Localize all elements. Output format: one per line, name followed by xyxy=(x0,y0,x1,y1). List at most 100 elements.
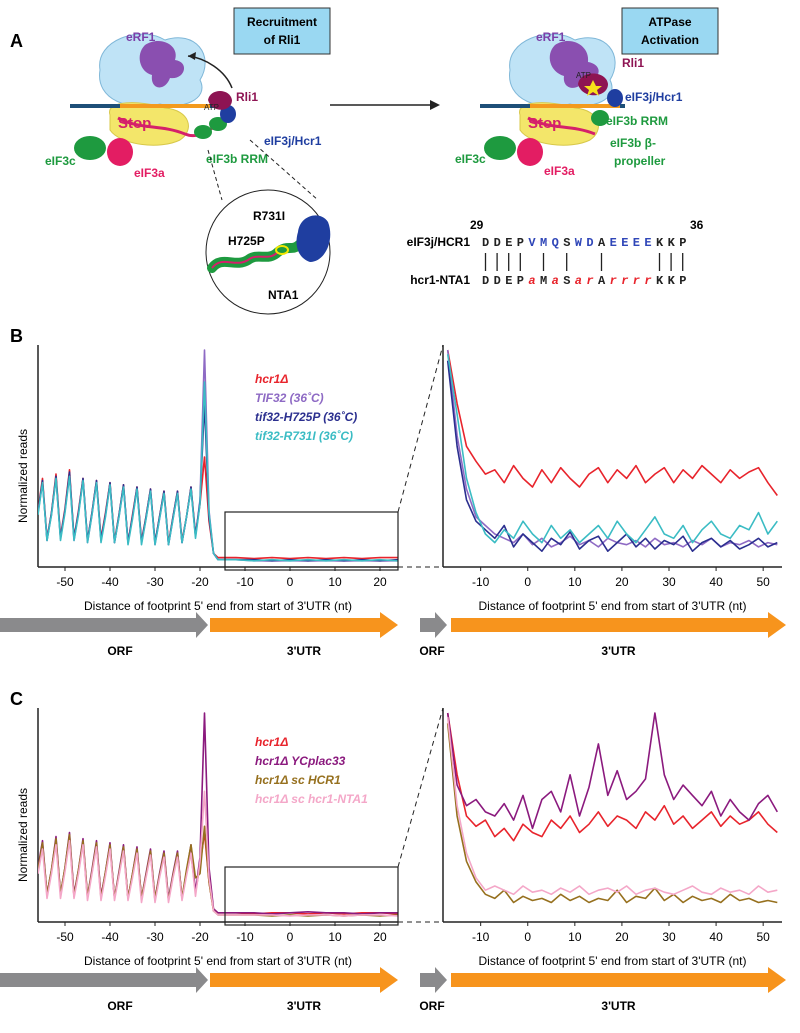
step-box xyxy=(233,7,331,55)
panel-label: B xyxy=(10,326,23,346)
legend-entry: TIF32 (36˚C) xyxy=(255,391,324,405)
series-line xyxy=(446,717,778,896)
x-axis-title: Distance of footprint 5' end from start … xyxy=(84,599,352,613)
label: ATP xyxy=(576,71,591,80)
series-line xyxy=(446,354,778,544)
utr-arrow xyxy=(451,967,786,993)
plot-area xyxy=(446,349,778,552)
arrow-label: 3'UTR xyxy=(287,999,322,1013)
orf-arrow xyxy=(0,612,208,638)
zoom-box xyxy=(224,866,399,926)
arrow-label: ORF xyxy=(419,644,444,658)
step-text: of Rli1 xyxy=(264,33,301,47)
legend-entry: hcr1Δ sc HCR1 xyxy=(255,773,341,787)
series-line xyxy=(38,402,399,562)
x-tick-label: 40 xyxy=(709,930,723,944)
label: H725P xyxy=(228,234,265,248)
orf-arrow xyxy=(420,967,447,993)
x-tick-label: 30 xyxy=(662,575,676,589)
label: eIF3a xyxy=(134,166,165,180)
y-axis-title: Normalized reads xyxy=(16,788,30,882)
arrow-label: ORF xyxy=(419,999,444,1013)
x-tick-label: 0 xyxy=(524,575,531,589)
series-line xyxy=(446,360,778,552)
x-tick-label: 0 xyxy=(524,930,531,944)
x-tick-label: -50 xyxy=(56,575,74,589)
sequence-name: eIF3j/HCR1 xyxy=(407,235,471,249)
x-tick-label: -10 xyxy=(236,575,254,589)
x-tick-label: 20 xyxy=(615,575,629,589)
arrow-label: 3'UTR xyxy=(601,644,636,658)
inset-structure xyxy=(207,215,331,273)
label: eIF3b RRM xyxy=(206,152,268,166)
x-axis-title: Distance of footprint 5' end from start … xyxy=(478,954,746,968)
label: eIF3c xyxy=(455,152,486,166)
x-axis-title: Distance of footprint 5' end from start … xyxy=(478,599,746,613)
x-tick-label: -10 xyxy=(472,930,490,944)
series-line xyxy=(446,349,778,496)
alignment: eIF3j/HCR1 D D E P V M Q S W D A E E E E K K P hcr1-NTA1 D D E… xyxy=(407,235,687,288)
y-axis-title: Normalized reads xyxy=(16,429,30,523)
label: Rli1 xyxy=(622,56,644,70)
label: eIF3b β- xyxy=(610,136,656,150)
label: eIF3c xyxy=(45,154,76,168)
x-tick-label: 40 xyxy=(709,575,723,589)
x-tick-label: -20 xyxy=(191,575,209,589)
residue-number: 29 xyxy=(470,218,484,232)
x-tick-label: -50 xyxy=(56,930,74,944)
series-line xyxy=(446,712,778,842)
series-line xyxy=(446,723,778,904)
complex-right xyxy=(480,33,625,166)
arrow-label: 3'UTR xyxy=(601,999,636,1013)
zoom-line xyxy=(397,707,444,868)
panel-label: A xyxy=(10,31,23,51)
series-line xyxy=(38,712,398,915)
x-tick-label: 50 xyxy=(756,575,770,589)
x-axis-title: Distance of footprint 5' end from start … xyxy=(84,954,352,968)
zoom-line xyxy=(397,344,444,513)
x-tick-label: 50 xyxy=(756,930,770,944)
series-line xyxy=(38,790,399,917)
utr-arrow xyxy=(210,967,398,993)
x-tick-label: -30 xyxy=(146,930,164,944)
arrow-label: ORF xyxy=(107,999,132,1013)
x-tick-label: 10 xyxy=(328,930,342,944)
step-text: Activation xyxy=(641,33,699,47)
orf-arrow xyxy=(420,612,447,638)
label: NTA1 xyxy=(268,288,299,302)
x-tick-label: 10 xyxy=(568,575,582,589)
x-tick-label: 20 xyxy=(615,930,629,944)
step-box xyxy=(621,7,719,55)
label: eRF1 xyxy=(126,30,156,44)
label: eIF3a xyxy=(544,164,575,178)
x-tick-label: 20 xyxy=(373,575,387,589)
panel-label: C xyxy=(10,689,23,709)
label: ATP xyxy=(204,103,219,112)
x-tick-label: -10 xyxy=(472,575,490,589)
legend-entry: tif32-H725P (36˚C) xyxy=(255,410,357,424)
x-tick-label: 0 xyxy=(287,930,294,944)
zoom-line xyxy=(207,149,223,201)
label: eIF3j/Hcr1 xyxy=(264,134,322,148)
label: eRF1 xyxy=(536,30,566,44)
label: Stop xyxy=(118,115,151,132)
label: propeller xyxy=(614,154,666,168)
x-tick-label: -20 xyxy=(191,930,209,944)
step-text: ATPase xyxy=(648,15,691,29)
label: R731I xyxy=(253,209,285,223)
utr-arrow xyxy=(451,612,786,638)
x-tick-label: -30 xyxy=(146,575,164,589)
series-line xyxy=(446,349,778,548)
plot-area xyxy=(446,712,778,904)
legend-entry: hcr1Δ xyxy=(255,735,288,749)
zoom-line xyxy=(249,139,319,201)
residue-number: 36 xyxy=(690,218,704,232)
arrow-label: ORF xyxy=(107,644,132,658)
x-tick-label: 30 xyxy=(662,930,676,944)
x-tick-label: 20 xyxy=(373,930,387,944)
utr-arrow xyxy=(210,612,398,638)
label: Rli1 xyxy=(236,90,258,104)
